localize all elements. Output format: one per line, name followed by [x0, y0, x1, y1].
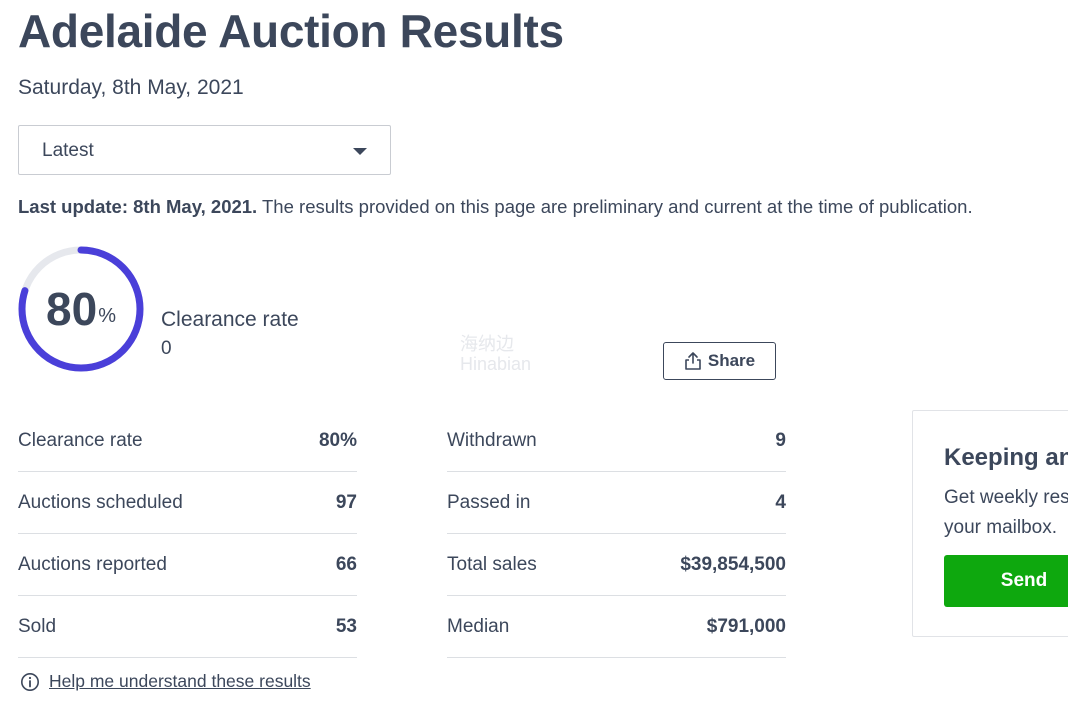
- clearance-rate-gauge: [18, 246, 144, 372]
- dropdown-selected-value: Latest: [42, 140, 94, 161]
- watermark: 海纳边 Hinabian: [460, 334, 531, 374]
- stat-value: $791,000: [706, 615, 786, 637]
- stat-row: Withdrawn 9: [447, 410, 786, 472]
- stat-label: Total sales: [447, 553, 537, 575]
- stat-value: $39,854,500: [680, 553, 786, 575]
- stat-label: Withdrawn: [447, 429, 537, 451]
- info-icon: [21, 672, 39, 691]
- gauge-sublabel: 0: [161, 338, 172, 359]
- stat-value: 80%: [318, 429, 357, 451]
- stat-value: 97: [335, 491, 357, 513]
- auction-date: Saturday, 8th May, 2021: [18, 76, 244, 99]
- share-icon: [685, 352, 701, 370]
- newsletter-text: Get weekly res your mailbox.: [944, 483, 1068, 543]
- newsletter-card: Keeping an Get weekly res your mailbox. …: [912, 410, 1068, 637]
- stat-value: 66: [335, 553, 357, 575]
- gauge-label: Clearance rate: [161, 308, 299, 331]
- last-update-text: The results provided on this page are pr…: [257, 196, 973, 217]
- last-update-notice: Last update: 8th May, 2021. The results …: [18, 196, 973, 218]
- stat-label: Sold: [18, 615, 57, 637]
- gauge-arc: [18, 246, 144, 372]
- chevron-down-icon: [353, 148, 367, 155]
- gauge-unit: %: [98, 304, 116, 327]
- stat-label: Auctions scheduled: [18, 491, 183, 513]
- stat-label: Clearance rate: [18, 429, 143, 451]
- gauge-value: 80%: [16, 244, 146, 374]
- stat-row: Sold 53: [18, 596, 357, 658]
- share-button-label: Share: [707, 351, 756, 370]
- stat-label: Passed in: [447, 491, 531, 513]
- newsletter-text-line2: your mailbox.: [944, 517, 1057, 538]
- send-button-label: Send: [1000, 570, 1048, 591]
- send-button[interactable]: Send: [944, 555, 1068, 607]
- stat-row: Auctions scheduled 97: [18, 472, 357, 534]
- stat-value: 9: [775, 429, 786, 451]
- stat-value: 53: [335, 615, 357, 637]
- newsletter-title: Keeping an: [944, 444, 1068, 471]
- stat-row: Clearance rate 80%: [18, 410, 357, 472]
- last-update-label: Last update: 8th May, 2021.: [18, 196, 258, 217]
- watermark-line2: Hinabian: [460, 354, 532, 374]
- gauge-number: 80: [46, 283, 98, 335]
- results-filter-dropdown[interactable]: Latest: [18, 125, 391, 175]
- share-button[interactable]: Share: [663, 342, 776, 380]
- stat-row: Median $791,000: [447, 596, 786, 658]
- stat-value: 4: [775, 491, 786, 513]
- stat-label: Median: [447, 615, 510, 637]
- help-link-label: Help me understand these results: [49, 671, 311, 691]
- stat-row: Auctions reported 66: [18, 534, 357, 596]
- stat-row: Total sales $39,854,500: [447, 534, 786, 596]
- stat-label: Auctions reported: [18, 553, 167, 575]
- watermark-line1: 海纳边: [460, 334, 514, 354]
- stats-left-column: Clearance rate 80% Auctions scheduled 97…: [18, 410, 357, 658]
- stat-row: Passed in 4: [447, 472, 786, 534]
- newsletter-text-line1: Get weekly res: [944, 487, 1068, 508]
- page-title: Adelaide Auction Results: [18, 5, 564, 57]
- help-link[interactable]: Help me understand these results: [20, 671, 311, 692]
- stats-right-column: Withdrawn 9 Passed in 4 Total sales $39,…: [447, 410, 786, 658]
